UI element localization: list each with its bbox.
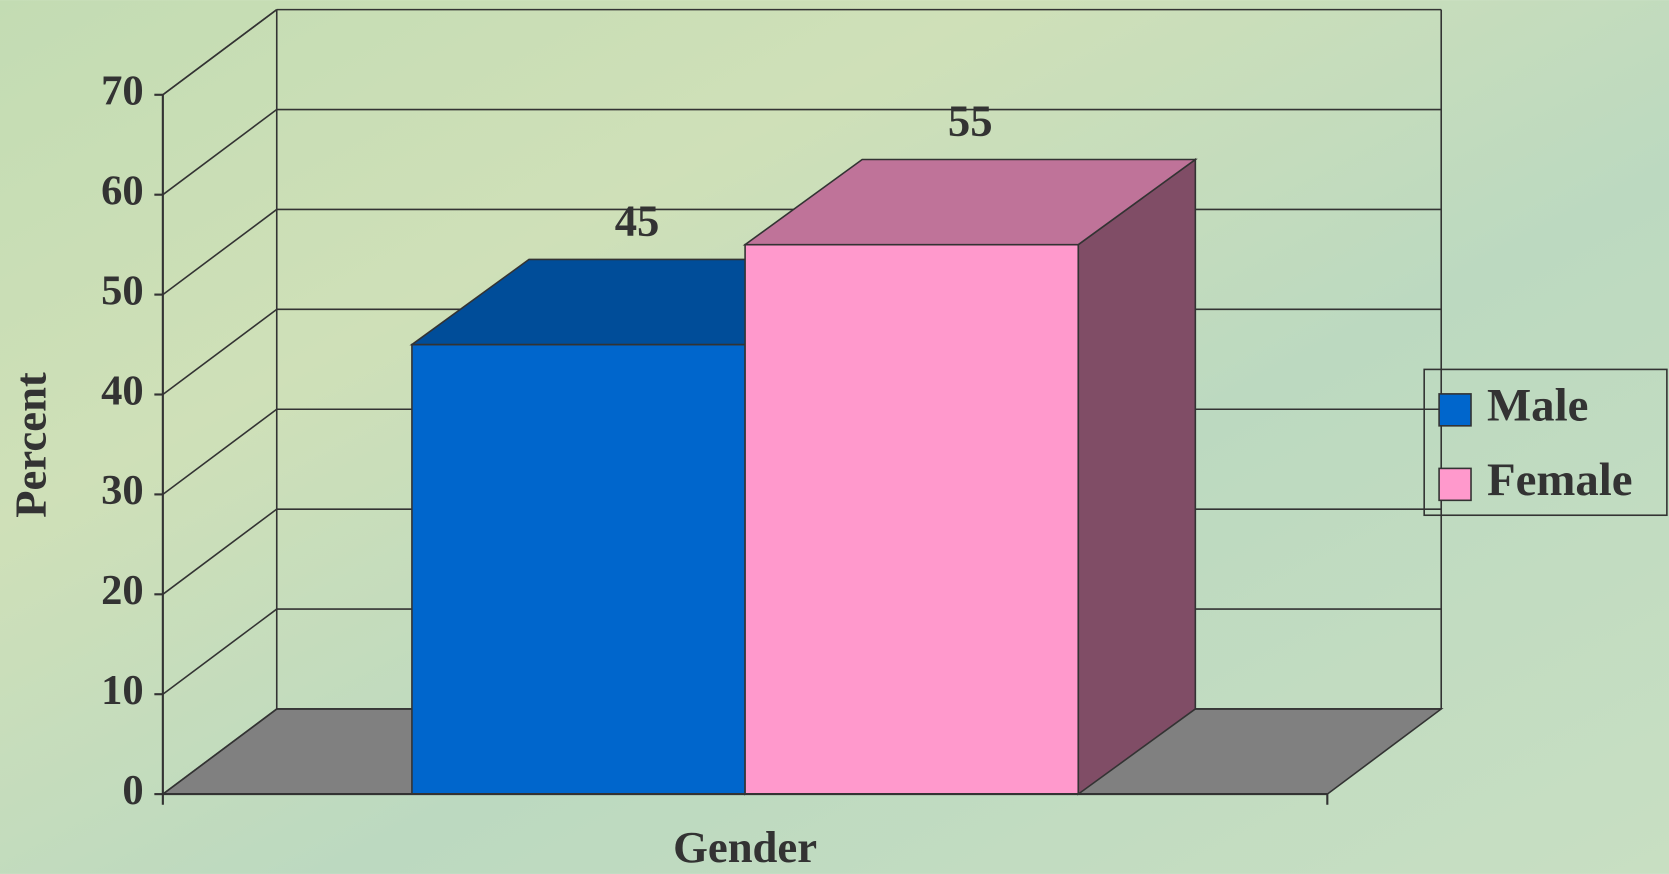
legend-swatch — [1438, 393, 1472, 427]
grid-line — [162, 208, 278, 296]
grid-line — [162, 708, 278, 795]
legend-label: Female — [1487, 454, 1633, 506]
x-axis-title: Gender — [673, 822, 817, 872]
grid-line — [162, 608, 278, 695]
y-tick-label: 10 — [101, 667, 144, 714]
bar-top — [742, 158, 1198, 246]
bar — [744, 243, 1080, 795]
data-label: 55 — [948, 96, 993, 146]
data-label: 45 — [615, 196, 660, 246]
legend-label: Male — [1487, 380, 1588, 432]
y-axis-3d — [162, 8, 278, 96]
y-tick-label: 40 — [101, 367, 144, 414]
legend-box — [1423, 368, 1668, 517]
y-axis-title: Percent — [5, 372, 55, 518]
bar — [411, 343, 746, 795]
y-tick-label: 30 — [101, 467, 144, 514]
grid-line — [162, 108, 278, 196]
y-tick-label: 50 — [101, 267, 144, 314]
legend-swatch — [1438, 467, 1472, 502]
y-tick-label: 20 — [101, 567, 144, 614]
y-tick-label: 70 — [101, 68, 144, 115]
bar-side — [1077, 157, 1197, 796]
grid-line — [162, 308, 278, 396]
y-tick-label: 60 — [101, 167, 144, 214]
y-tick-label: 0 — [122, 767, 143, 814]
grid-line — [162, 508, 278, 595]
grid-line — [162, 408, 278, 496]
